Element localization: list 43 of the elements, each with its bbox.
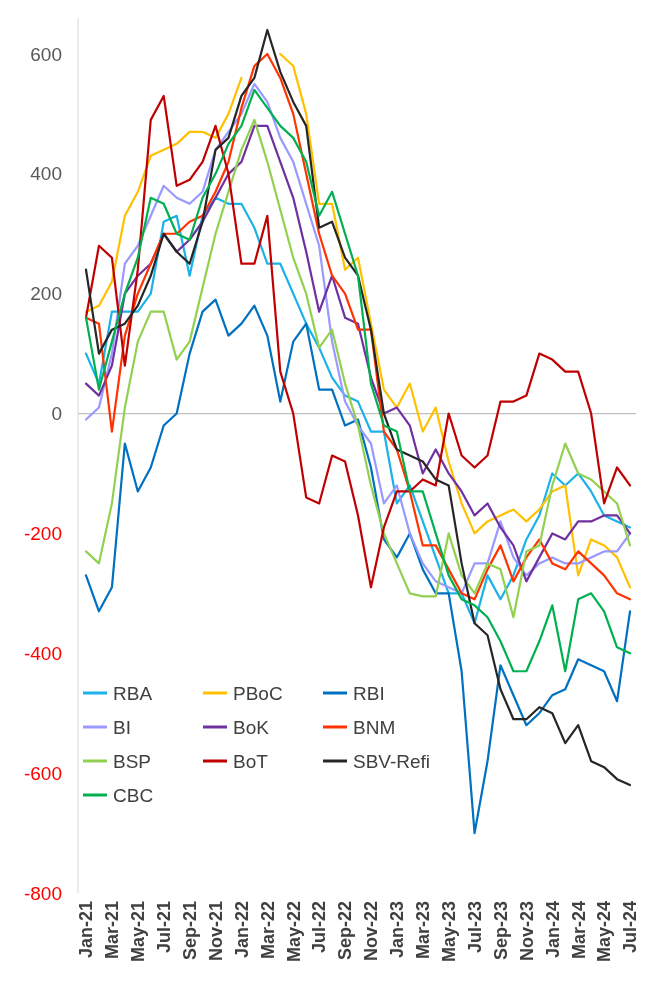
x-tick-label: May-23 (438, 901, 459, 963)
legend-label: BI (113, 716, 131, 738)
x-tick-label: Jan-23 (387, 901, 408, 959)
line-series (84, 196, 632, 625)
y-tick-label: -600 (23, 762, 62, 784)
y-tick-label: 0 (51, 403, 62, 425)
y-tick-label: -800 (23, 882, 62, 904)
legend-label: BoK (233, 716, 270, 738)
legend-label: BoT (233, 750, 269, 772)
x-tick-label: May-21 (128, 901, 149, 963)
x-tick-label: Nov-23 (516, 901, 537, 962)
x-tick-label: Jan-21 (76, 901, 97, 959)
x-tick-label: Jul-23 (464, 901, 485, 954)
y-tick-label: -400 (23, 642, 62, 664)
legend-label: PBoC (233, 682, 283, 704)
x-tick-label: Jul-24 (620, 901, 641, 954)
legend-label: RBA (113, 682, 153, 704)
x-tick-label: Sep-21 (179, 901, 200, 961)
x-tick-label: Sep-22 (335, 901, 356, 961)
legend-label: BNM (353, 716, 396, 738)
legend-label: BSP (113, 750, 152, 772)
x-tick-label: Jan-24 (542, 901, 563, 959)
x-tick-label: May-22 (283, 901, 304, 963)
x-tick-label: Mar-23 (413, 901, 434, 960)
x-tick-label: Nov-22 (361, 901, 382, 962)
x-tick-label: Jan-22 (231, 901, 252, 959)
legend-label: SBV-Refi (353, 750, 431, 772)
y-tick-label: -200 (23, 523, 62, 545)
x-tick-label: Sep-23 (490, 901, 511, 961)
x-tick-label: Jul-21 (154, 901, 175, 954)
x-tick-label: Nov-21 (205, 901, 226, 962)
x-tick-label: May-24 (594, 901, 615, 963)
line-series (84, 28, 632, 787)
y-tick-label: 400 (30, 163, 62, 185)
x-tick-label: Jul-22 (309, 901, 330, 954)
x-tick-label: Mar-21 (102, 901, 123, 960)
line-series (84, 298, 632, 835)
legend-label: CBC (113, 784, 154, 806)
y-tick-label: 600 (30, 43, 62, 65)
legend-label: RBI (353, 682, 385, 704)
x-tick-label: Mar-22 (257, 901, 278, 960)
y-tick-label: 200 (30, 283, 62, 305)
x-tick-label: Mar-24 (568, 901, 589, 960)
